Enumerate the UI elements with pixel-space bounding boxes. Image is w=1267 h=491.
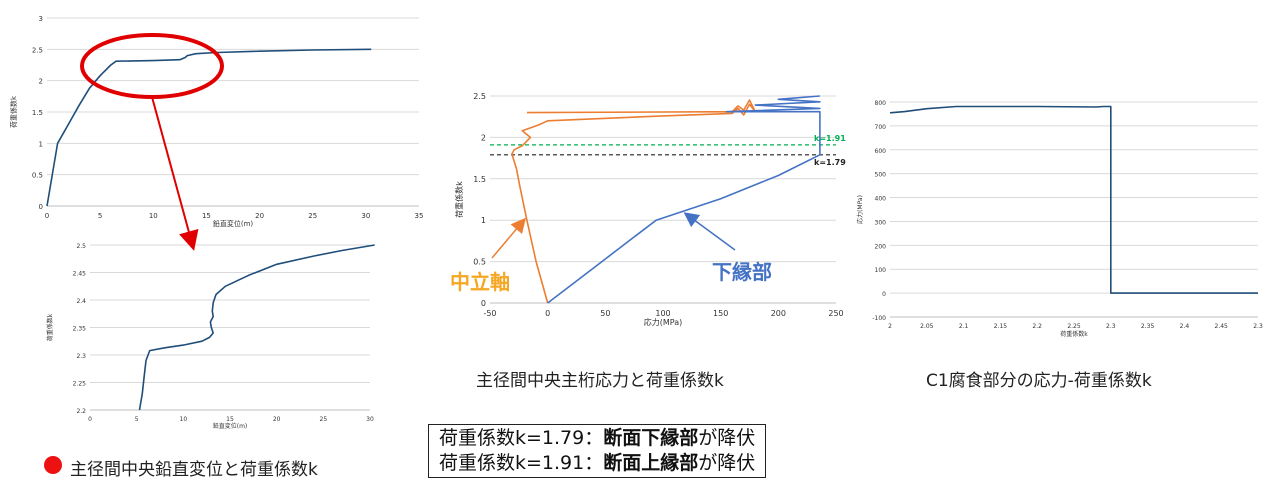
y-tick-label: 2.3 bbox=[76, 353, 86, 360]
y-axis-label: 荷重係数k bbox=[9, 95, 18, 128]
x-tick-label: -50 bbox=[483, 309, 496, 318]
y-tick-label: 100 bbox=[875, 267, 887, 274]
x-tick-label: 50 bbox=[600, 309, 610, 318]
x-tick-label: 30 bbox=[361, 212, 370, 220]
y-tick-label: 2.25 bbox=[73, 381, 87, 388]
x-tick-label: 100 bbox=[655, 309, 670, 318]
x-tick-label: 20 bbox=[273, 416, 281, 423]
yield-note-line-1: 荷重係数k=1.79：断面下縁部が降伏 bbox=[439, 427, 756, 449]
x-tick-label: 10 bbox=[180, 416, 188, 423]
y-axis-label: 荷重係数k bbox=[454, 181, 464, 218]
y-tick-label: 1 bbox=[481, 216, 486, 225]
x-tick-label: 2.05 bbox=[920, 323, 934, 330]
series-line bbox=[511, 99, 757, 304]
x-tick-label: 250 bbox=[828, 309, 843, 318]
y-tick-label: 2.45 bbox=[73, 271, 87, 278]
caption-c1-chart: C1腐食部分の応力-荷重係数k bbox=[926, 371, 1152, 391]
series-line bbox=[889, 105, 1258, 294]
y-tick-label: 2 bbox=[481, 133, 486, 142]
y-tick-label: 2.5 bbox=[76, 243, 86, 250]
y-tick-label: 200 bbox=[875, 243, 887, 250]
chart-displacement-zoom: 2.2 2.25 2.3 2.35 2.4 2.45 2.5 0 5 10 15 20 25 30 鉛直変位… bbox=[46, 243, 375, 430]
y-tick-label: 0 bbox=[481, 299, 486, 308]
x-tick-label: 2.2 bbox=[1032, 323, 1042, 330]
red-bullet bbox=[44, 456, 62, 474]
x-tick-label: 15 bbox=[202, 212, 211, 220]
x-axis-label: 鉛直変位(m) bbox=[213, 219, 254, 228]
x-tick-label: 5 bbox=[135, 416, 139, 423]
y-tick-label: 2.5 bbox=[32, 46, 43, 54]
y-tick-label: 2.2 bbox=[76, 408, 86, 415]
x-tick-label: 35 bbox=[415, 212, 424, 220]
x-tick-label: 0 bbox=[545, 309, 550, 318]
y-tick-label: 400 bbox=[875, 196, 887, 203]
y-tick-label: 300 bbox=[875, 219, 887, 226]
x-tick-label: 2.15 bbox=[994, 323, 1008, 330]
x-tick-label: 10 bbox=[149, 212, 158, 220]
x-tick-label: 5 bbox=[98, 212, 102, 220]
y-tick-label: 0 bbox=[882, 291, 886, 298]
y-tick-label: 3 bbox=[39, 15, 43, 23]
x-tick-label: 2.45 bbox=[1215, 323, 1229, 330]
x-tick-label: 2.3 bbox=[1106, 323, 1116, 330]
y-tick-label: 700 bbox=[875, 124, 887, 131]
y-tick-label: 500 bbox=[875, 172, 887, 179]
x-tick-label: 150 bbox=[713, 309, 728, 318]
bottom-edge-label: 下縁部 bbox=[712, 260, 772, 284]
series-line bbox=[138, 244, 375, 411]
neutral-axis-label: 中立軸 bbox=[450, 270, 510, 294]
x-tick-label: 25 bbox=[320, 416, 328, 423]
series-line bbox=[46, 48, 372, 207]
y-tick-label: 1.5 bbox=[32, 109, 43, 117]
x-tick-label: 15 bbox=[226, 416, 234, 423]
chart-c1-stress: -100 0 100 200 300 400 500 600 700 800 2 2.05 2.1 2.1… bbox=[856, 100, 1263, 338]
chart-stress-load: 00.511.522.5-50 0 50 100 150 200 250応力(MPa)荷重係… bbox=[454, 92, 846, 327]
y-tick-label: 2.5 bbox=[473, 92, 486, 101]
y-tick-label: 2 bbox=[39, 78, 43, 86]
series-line bbox=[547, 95, 821, 304]
reference-line-label: k=1.91 bbox=[814, 134, 846, 143]
reference-line-label: k=1.79 bbox=[814, 158, 846, 167]
y-tick-label: 600 bbox=[875, 148, 887, 155]
caption-stress-chart: 主径間中央主桁応力と荷重係数k bbox=[476, 371, 724, 391]
y-axis-label: 荷重係数k bbox=[46, 313, 54, 341]
y-tick-label: 0.5 bbox=[32, 172, 43, 180]
x-tick-label: 2.4 bbox=[1180, 323, 1190, 330]
x-tick-label: 2 bbox=[888, 323, 892, 330]
x-tick-label: 0 bbox=[45, 212, 49, 220]
y-tick-label: 1 bbox=[39, 140, 43, 148]
x-tick-label: 2.1 bbox=[959, 323, 969, 330]
x-tick-label: 200 bbox=[771, 309, 786, 318]
y-tick-label: 1.5 bbox=[473, 175, 486, 184]
yield-note-box: 荷重係数k=1.79：断面下縁部が降伏 荷重係数k=1.91：断面上縁部が降伏 bbox=[428, 424, 767, 478]
x-axis-label: 応力(MPa) bbox=[644, 317, 683, 327]
x-axis-label: 荷重係数k bbox=[1060, 330, 1088, 338]
x-tick-label: 20 bbox=[255, 212, 264, 220]
x-axis-label: 鉛直変位(m) bbox=[213, 422, 248, 430]
y-tick-label: 2.35 bbox=[73, 326, 87, 333]
x-tick-label: 25 bbox=[308, 212, 317, 220]
y-axis-label: 応力(MPa) bbox=[856, 195, 864, 224]
y-tick-label: 0 bbox=[39, 203, 43, 211]
y-tick-label: 0.5 bbox=[473, 258, 486, 267]
x-tick-label: 2.35 bbox=[1141, 323, 1155, 330]
x-tick-label: 0 bbox=[88, 416, 92, 423]
x-tick-label: 2.25 bbox=[1067, 323, 1081, 330]
caption-displacement-chart: 主径間中央鉛直変位と荷重係数k bbox=[70, 460, 318, 480]
yield-note-line-2: 荷重係数k=1.91：断面上縁部が降伏 bbox=[439, 452, 756, 474]
y-tick-label: 800 bbox=[875, 100, 887, 107]
x-tick-label: 2.3 bbox=[1253, 323, 1263, 330]
x-tick-label: 30 bbox=[366, 416, 374, 423]
y-tick-label: -100 bbox=[872, 315, 886, 322]
y-tick-label: 2.4 bbox=[76, 298, 86, 305]
